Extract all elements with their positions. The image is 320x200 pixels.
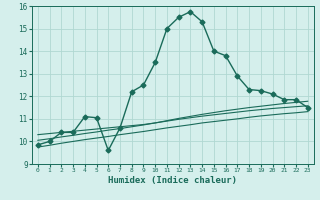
X-axis label: Humidex (Indice chaleur): Humidex (Indice chaleur) [108,176,237,185]
